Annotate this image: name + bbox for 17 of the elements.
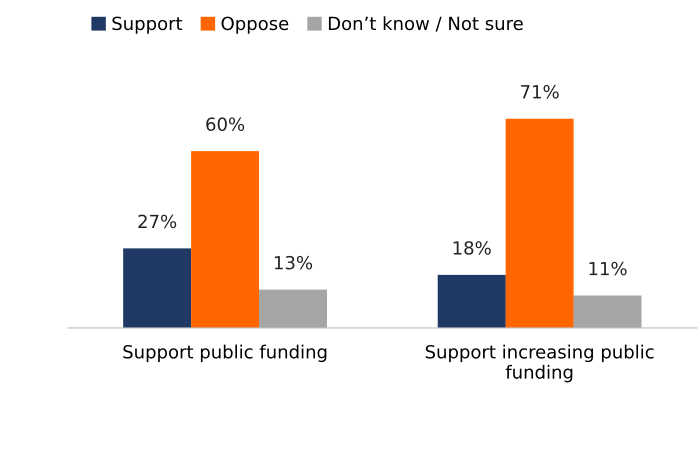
x-tick-label: Support public funding <box>123 344 326 362</box>
data-label: 18% <box>454 241 491 255</box>
x-tick-label: Support increasing public funding <box>426 344 654 382</box>
bar <box>574 296 642 328</box>
legend-label: Support <box>112 16 182 34</box>
legend-label: Don’t know / Not sure <box>328 16 523 32</box>
bar <box>438 274 506 328</box>
data-label: 11% <box>589 262 627 276</box>
bar <box>259 290 327 328</box>
bar <box>191 151 260 328</box>
bar <box>506 118 574 328</box>
data-label: 60% <box>206 117 244 131</box>
data-label: 71% <box>521 84 559 99</box>
data-label: 13% <box>274 256 312 270</box>
bar <box>123 248 192 328</box>
legend-label: Oppose <box>222 16 288 34</box>
data-label: 27% <box>138 214 176 228</box>
